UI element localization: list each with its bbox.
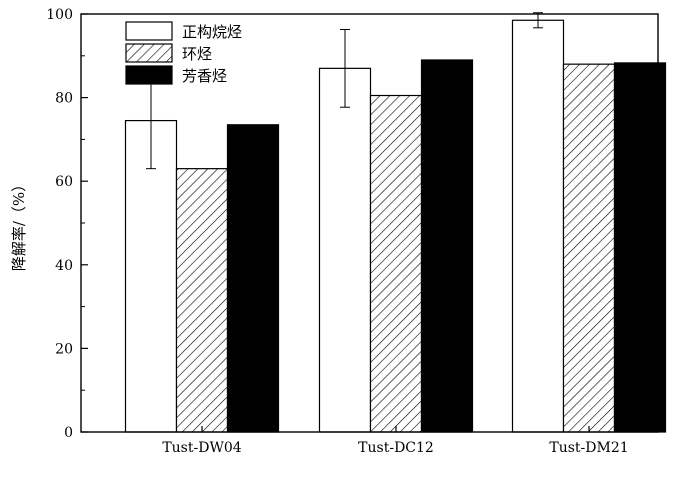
y-axis-title: 降解率/（%） [10,177,28,271]
y-tick-label-0: 0 [64,425,73,441]
x-tick-label-1: Tust-DW04 [162,440,241,456]
legend-swatch-2 [125,43,173,63]
bar-3-1 [226,124,280,433]
y-tick-label-20: 20 [55,341,73,357]
x-tick-label-2: Tust-DC12 [358,440,434,456]
bar-2-3 [562,63,616,433]
legend-swatch-3 [125,65,173,85]
bar-3-2 [420,59,474,433]
y-tick-label-80: 80 [55,91,73,107]
bar-2-2 [369,94,423,433]
y-tick-label-60: 60 [55,174,73,190]
legend-label-3: 芳香烃 [182,67,227,85]
bar-2-1 [175,168,229,433]
legend-label-2: 环烃 [182,45,212,63]
bar-1-2 [318,67,372,433]
legend-label-1: 正构烷烃 [182,23,242,41]
x-tick-label-3: Tust-DM21 [549,440,628,456]
legend-swatch-1 [125,21,173,41]
y-tick-label-100: 100 [46,7,73,23]
bar-1-1 [124,119,178,433]
y-tick-label-40: 40 [55,258,73,274]
bar-1-3 [511,19,565,433]
